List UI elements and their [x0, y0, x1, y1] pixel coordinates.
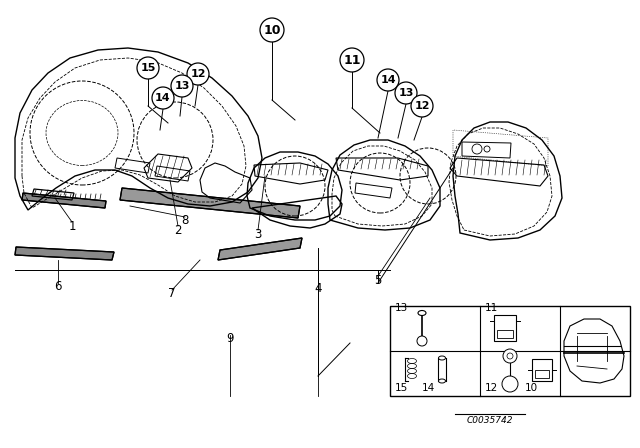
Circle shape: [137, 57, 159, 79]
Ellipse shape: [438, 356, 445, 360]
Text: 15: 15: [395, 383, 408, 393]
Text: 3: 3: [254, 228, 262, 241]
Text: 7: 7: [168, 287, 176, 300]
Bar: [390, 306, 630, 396]
Circle shape: [417, 336, 427, 346]
Text: 13: 13: [398, 88, 413, 98]
Ellipse shape: [418, 310, 426, 315]
Polygon shape: [22, 193, 106, 208]
Circle shape: [395, 82, 417, 104]
Circle shape: [171, 75, 193, 97]
Ellipse shape: [438, 379, 445, 383]
Text: 8: 8: [181, 214, 189, 227]
Bar: [532, 359, 552, 381]
Text: 11: 11: [343, 53, 361, 66]
Circle shape: [507, 353, 513, 359]
Text: 9: 9: [227, 332, 234, 345]
Circle shape: [260, 18, 284, 42]
Circle shape: [502, 376, 518, 392]
Bar: [497, 330, 513, 338]
Text: 12: 12: [485, 383, 499, 393]
Text: 10: 10: [525, 383, 538, 393]
Text: 13: 13: [174, 81, 189, 91]
Text: 2: 2: [174, 224, 182, 237]
Text: 14: 14: [155, 93, 171, 103]
Circle shape: [503, 349, 517, 363]
Polygon shape: [15, 247, 114, 260]
Text: 6: 6: [54, 280, 61, 293]
Polygon shape: [218, 238, 302, 260]
Circle shape: [377, 69, 399, 91]
Text: C0035742: C0035742: [467, 415, 513, 425]
Text: 12: 12: [190, 69, 205, 79]
Circle shape: [411, 95, 433, 117]
Text: 10: 10: [263, 23, 281, 36]
Text: 1: 1: [68, 220, 76, 233]
Text: 13: 13: [395, 303, 408, 313]
Bar: [535, 370, 549, 378]
Circle shape: [152, 87, 174, 109]
Circle shape: [340, 48, 364, 72]
Text: 12: 12: [414, 101, 429, 111]
Bar: [494, 315, 516, 341]
Polygon shape: [120, 188, 300, 218]
Circle shape: [187, 63, 209, 85]
Text: 5: 5: [374, 273, 381, 287]
Text: 14: 14: [380, 75, 396, 85]
Text: 14: 14: [422, 383, 435, 393]
Text: 11: 11: [485, 303, 499, 313]
Text: 15: 15: [140, 63, 156, 73]
Text: 4: 4: [314, 281, 322, 294]
